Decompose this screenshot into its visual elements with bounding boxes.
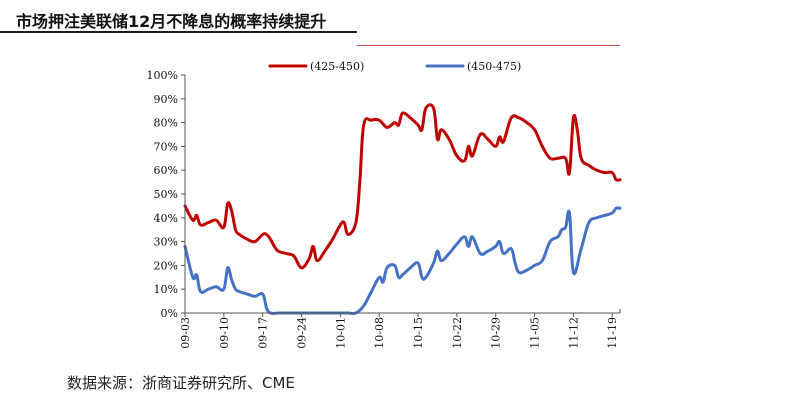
y-tick-label: 90% [154, 93, 178, 106]
x-tick-label: 10-22 [451, 317, 464, 349]
series-lines [183, 103, 622, 316]
x-tick-label: 10-01 [334, 317, 347, 349]
y-tick-label: 10% [154, 283, 178, 296]
y-tick-label: 20% [154, 259, 178, 272]
y-tick-label: 30% [154, 236, 178, 249]
x-tick-label: 11-12 [567, 317, 580, 349]
page-title: 市场押注美联储12月不降息的概率持续提升 [16, 12, 327, 31]
title-rule [357, 45, 620, 46]
x-tick-label: 10-15 [412, 317, 425, 349]
x-axis-ticks: 09-03 09-10 09-17 09-24 10-01 10-08 10-15 10-22… [179, 313, 619, 349]
x-tick-label: 09-17 [257, 317, 270, 349]
data-source: 数据来源：浙商证券研究所、CME [67, 374, 295, 392]
legend: (425-450) (450-475) [268, 60, 521, 73]
x-tick-label: 09-24 [296, 317, 309, 349]
title-underline [0, 31, 357, 33]
y-tick-label: 50% [154, 188, 178, 201]
y-tick-label: 0% [161, 307, 178, 320]
y-axis-ticks: 0% 10% 20% 30% 40% 50% 60% 70% 80% 90% 100% [147, 69, 185, 320]
series-line-450-475 [183, 206, 622, 316]
y-tick-label: 60% [154, 164, 178, 177]
legend-label: (425-450) [310, 60, 364, 73]
x-tick-label: 11-05 [529, 317, 542, 349]
series-line-425-450 [183, 103, 622, 270]
x-tick-label: 09-03 [179, 317, 192, 349]
x-tick-label: 10-08 [373, 317, 386, 349]
legend-label: (450-475) [467, 60, 521, 73]
y-tick-label: 80% [154, 117, 178, 130]
x-tick-label: 10-29 [490, 317, 503, 349]
x-tick-label: 11-19 [606, 317, 619, 349]
y-tick-label: 70% [154, 140, 178, 153]
y-tick-label: 40% [154, 212, 178, 225]
x-tick-label: 09-10 [218, 317, 231, 349]
y-tick-label: 100% [147, 69, 178, 82]
